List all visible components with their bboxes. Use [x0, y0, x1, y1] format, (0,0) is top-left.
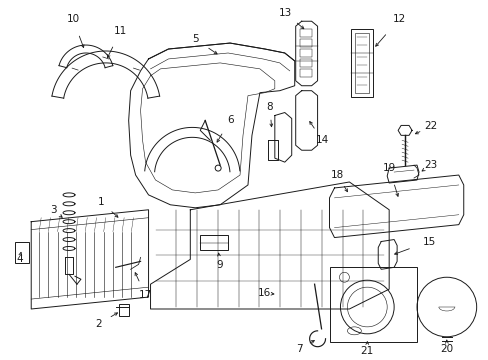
Text: 22: 22	[424, 121, 437, 131]
Text: 5: 5	[192, 34, 198, 44]
Bar	[299, 29, 311, 37]
Bar	[299, 39, 311, 47]
Bar	[299, 59, 311, 67]
Text: 2: 2	[95, 319, 102, 329]
Text: 7: 7	[296, 344, 303, 354]
Text: 11: 11	[114, 26, 127, 36]
Text: 23: 23	[424, 160, 437, 170]
Text: 18: 18	[330, 170, 344, 180]
Bar	[299, 69, 311, 77]
Text: 1: 1	[97, 197, 104, 207]
Text: 13: 13	[279, 8, 292, 18]
Text: 15: 15	[422, 237, 435, 247]
Bar	[329, 267, 416, 342]
Text: 6: 6	[226, 116, 233, 126]
Text: 19: 19	[382, 163, 395, 173]
Bar	[299, 49, 311, 57]
Text: 3: 3	[50, 205, 56, 215]
Text: 4: 4	[16, 255, 22, 264]
Text: 17: 17	[139, 290, 152, 300]
Bar	[351, 29, 372, 96]
Text: 14: 14	[315, 135, 328, 145]
Text: 21: 21	[360, 346, 373, 356]
Bar	[200, 235, 227, 251]
Bar	[15, 242, 29, 264]
Text: 9: 9	[216, 260, 223, 270]
Text: 12: 12	[392, 14, 405, 24]
Bar	[119, 304, 128, 316]
Text: 16: 16	[258, 288, 271, 298]
Bar	[355, 33, 368, 93]
Text: 8: 8	[266, 102, 273, 112]
Text: 10: 10	[66, 14, 80, 24]
Text: 20: 20	[439, 344, 452, 354]
